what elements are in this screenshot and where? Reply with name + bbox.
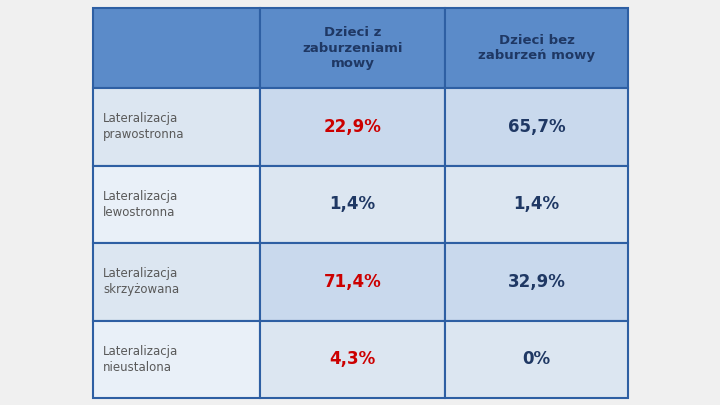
Text: 1,4%: 1,4% — [513, 195, 559, 213]
Text: 65,7%: 65,7% — [508, 118, 565, 136]
Bar — [445, 88, 628, 166]
Text: 22,9%: 22,9% — [323, 118, 382, 136]
Text: Lateralizacja
nieustalona: Lateralizacja nieustalona — [103, 345, 179, 374]
Text: Lateralizacja
lewostronna: Lateralizacja lewostronna — [103, 190, 179, 219]
Text: 1,4%: 1,4% — [330, 195, 376, 213]
Bar — [93, 243, 260, 320]
Bar — [445, 320, 628, 398]
Bar — [93, 88, 260, 166]
Bar — [260, 320, 445, 398]
Bar — [445, 243, 628, 320]
Text: Lateralizacja
skrzyżowana: Lateralizacja skrzyżowana — [103, 267, 179, 296]
Bar — [445, 8, 628, 88]
Text: 32,9%: 32,9% — [508, 273, 565, 291]
Text: Dzieci bez
zaburzeń mowy: Dzieci bez zaburzeń mowy — [478, 34, 595, 62]
Text: Dzieci z
zaburzeniami
mowy: Dzieci z zaburzeniami mowy — [302, 26, 402, 70]
Bar — [93, 8, 260, 88]
Bar — [445, 166, 628, 243]
Bar — [260, 166, 445, 243]
Bar — [93, 166, 260, 243]
Bar — [93, 320, 260, 398]
Text: 4,3%: 4,3% — [329, 350, 376, 368]
Text: Lateralizacja
prawostronna: Lateralizacja prawostronna — [103, 112, 184, 141]
Text: 71,4%: 71,4% — [323, 273, 382, 291]
Bar — [260, 8, 445, 88]
Text: 0%: 0% — [523, 350, 551, 368]
Bar — [260, 88, 445, 166]
Bar — [260, 243, 445, 320]
